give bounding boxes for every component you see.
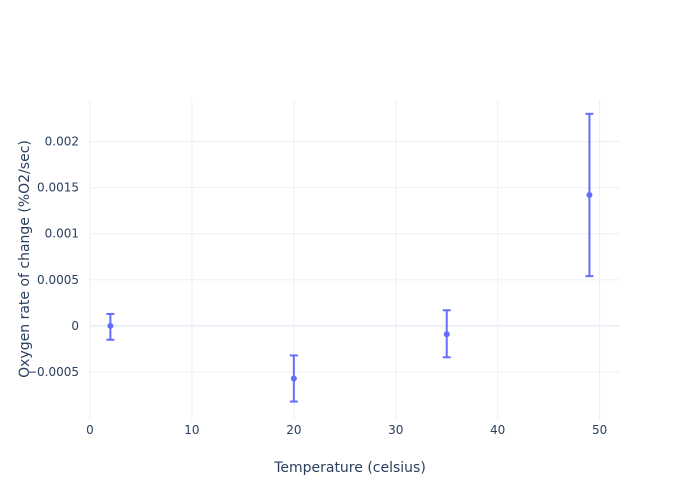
- x-tick-label: 20: [286, 423, 301, 437]
- grid-layer: [89, 100, 620, 420]
- data-point: [586, 191, 593, 198]
- x-tick-label: 10: [184, 423, 199, 437]
- x-tick-label: 0: [86, 423, 94, 437]
- y-tick-label: 0: [71, 319, 79, 333]
- axis-layer: 0 10 20 30 40 50 −0.0005 0 0.0005 0.001 0.0015 0.00…: [27, 134, 607, 437]
- y-tick-label: 0.002: [45, 134, 79, 148]
- x-tick-label: 40: [490, 423, 505, 437]
- data-point: [443, 331, 450, 338]
- y-tick-label: 0.001: [45, 227, 79, 241]
- x-tick-label: 50: [592, 423, 607, 437]
- y-tick-label: 0.0005: [37, 273, 79, 287]
- y-tick-label: 0.0015: [37, 181, 79, 195]
- y-axis-title: Oxygen rate of change (%O2/sec): [17, 140, 33, 378]
- data-layer: [106, 112, 594, 403]
- data-point: [107, 322, 114, 329]
- x-tick-label: 30: [388, 423, 403, 437]
- y-tick-label: −0.0005: [27, 365, 79, 379]
- x-axis-title: Temperature (celsius): [273, 460, 426, 476]
- data-point: [290, 375, 297, 382]
